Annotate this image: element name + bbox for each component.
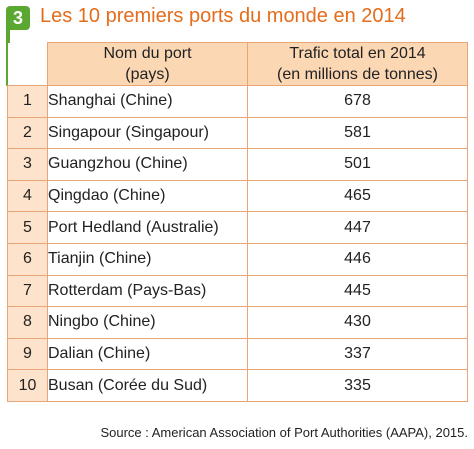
- table-row: 10 Busan (Corée du Sud) 335: [7, 369, 468, 402]
- port-name-cell: Singapour (Singapour): [47, 116, 248, 150]
- figure-title: Les 10 premiers ports du monde en 2014: [40, 5, 406, 27]
- table-row: 6 Tianjin (Chine) 446: [7, 242, 468, 276]
- source-note: Source : American Association of Port Au…: [100, 425, 468, 440]
- table-corner-cell: [7, 42, 48, 86]
- table-header-row: Nom du port (pays) Trafic total en 2014 …: [7, 42, 468, 86]
- port-name-cell: Port Hedland (Australie): [47, 211, 248, 244]
- rank-cell: 8: [7, 306, 48, 339]
- port-name-cell: Shanghai (Chine): [47, 85, 248, 118]
- column-header-port: Nom du port (pays): [47, 42, 248, 86]
- table-row: 4 Qingdao (Chine) 465: [7, 179, 468, 213]
- column-header-port-line2: (pays): [125, 66, 170, 83]
- table-row: 5 Port Hedland (Australie) 447: [7, 211, 468, 244]
- column-header-traffic-line2: (en millions de tonnes): [277, 66, 438, 83]
- column-header-port-line1: Nom du port: [103, 45, 192, 62]
- table-body: 1 Shanghai (Chine) 678 2 Singapour (Singapou…: [7, 85, 468, 402]
- traffic-value-cell: 678: [247, 85, 468, 118]
- port-name-cell: Ningbo (Chine): [47, 306, 248, 339]
- traffic-value-cell: 465: [247, 179, 468, 213]
- column-header-traffic: Trafic total en 2014 (en millions de ton…: [247, 42, 468, 86]
- table-row: 7 Rotterdam (Pays-Bas) 445: [7, 274, 468, 308]
- rank-cell: 3: [7, 148, 48, 181]
- traffic-value-cell: 581: [247, 116, 468, 150]
- traffic-value-cell: 335: [247, 369, 468, 402]
- table-row: 8 Ningbo (Chine) 430: [7, 306, 468, 339]
- rank-cell: 1: [7, 85, 48, 118]
- table-row: 1 Shanghai (Chine) 678: [7, 85, 468, 118]
- port-name-cell: Dalian (Chine): [47, 337, 248, 371]
- port-name-cell: Tianjin (Chine): [47, 242, 248, 276]
- figure-number-badge: 3: [6, 6, 30, 30]
- traffic-value-cell: 447: [247, 211, 468, 244]
- rank-cell: 2: [7, 116, 48, 150]
- rank-cell: 9: [7, 337, 48, 371]
- port-name-cell: Qingdao (Chine): [47, 179, 248, 213]
- traffic-value-cell: 446: [247, 242, 468, 276]
- table-row: 2 Singapour (Singapour) 581: [7, 116, 468, 150]
- table-row: 9 Dalian (Chine) 337: [7, 337, 468, 371]
- figure-header: 3 Les 10 premiers ports du monde en 2014: [0, 0, 474, 34]
- rank-cell: 4: [7, 179, 48, 213]
- rank-cell: 7: [7, 274, 48, 308]
- rank-cell: 5: [7, 211, 48, 244]
- port-name-cell: Busan (Corée du Sud): [47, 369, 248, 402]
- table-row: 3 Guangzhou (Chine) 501: [7, 148, 468, 181]
- rank-cell: 6: [7, 242, 48, 276]
- port-name-cell: Guangzhou (Chine): [47, 148, 248, 181]
- traffic-value-cell: 337: [247, 337, 468, 371]
- ports-table: Nom du port (pays) Trafic total en 2014 …: [7, 42, 468, 402]
- column-header-traffic-line1: Trafic total en 2014: [289, 45, 426, 62]
- port-name-cell: Rotterdam (Pays-Bas): [47, 274, 248, 308]
- traffic-value-cell: 430: [247, 306, 468, 339]
- traffic-value-cell: 445: [247, 274, 468, 308]
- traffic-value-cell: 501: [247, 148, 468, 181]
- rank-cell: 10: [7, 369, 48, 402]
